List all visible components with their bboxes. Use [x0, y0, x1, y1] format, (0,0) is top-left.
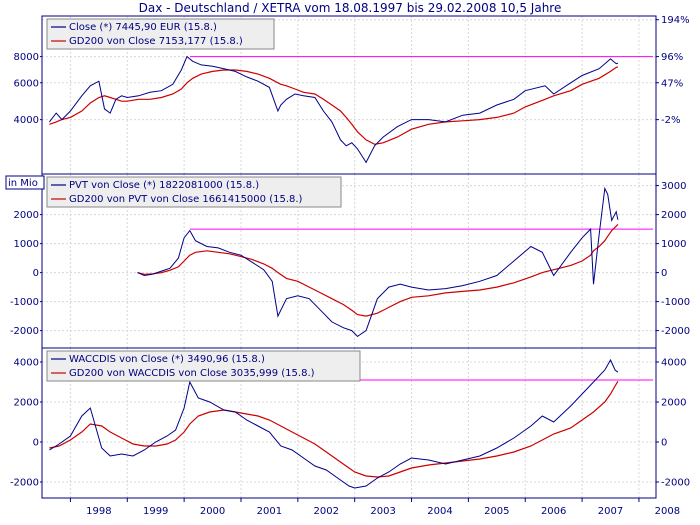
panel-pvt-legend: PVT von Close (*) 1822081000 (15.8.) GD2…	[46, 176, 342, 208]
right-tick-label: 3000	[661, 181, 686, 192]
left-tick-label: 1000	[14, 239, 39, 250]
x-tick-label-2002: 2002	[314, 506, 339, 517]
right-tick-label: 1000	[661, 239, 686, 250]
left-tick-label: 0	[33, 438, 39, 449]
x-tick-label-2005: 2005	[484, 506, 509, 517]
x-axis-labels: 1998 1999 2000 2001 2002 2003 2004 2005 2006 2007…	[69, 498, 680, 517]
legend-gd200-pvt: GD200 von PVT von Close 1661415000 (15.8…	[69, 194, 303, 205]
panel-waccdis: 4000 2000 0 -2000 4000 2000 0 -2000 WACCDIS vo…	[10, 347, 690, 499]
left-tick-label: 2000	[14, 398, 39, 409]
panel-price-gd200-line	[49, 66, 619, 145]
left-tick-label: -1000	[10, 297, 39, 308]
right-tick-label: -2000	[661, 478, 690, 489]
panel-pvt-line	[137, 186, 619, 338]
x-tick-label-2007: 2007	[598, 506, 623, 517]
x-tick-label-2000: 2000	[200, 506, 225, 517]
chart-title: Dax - Deutschland / XETRA vom 18.08.1997…	[139, 1, 562, 15]
legend-gd200-waccdis: GD200 von WACCDIS von Close 3035,999 (15…	[69, 368, 315, 379]
left-tick-label: -2000	[10, 478, 39, 489]
panel-waccdis-left-ticks: 4000 2000 0 -2000	[10, 358, 42, 489]
right-tick-label: 2000	[661, 398, 686, 409]
right-tick-label: 194%	[661, 15, 690, 26]
panel-price-right-ticks: 194% 96% 47% -2%	[656, 15, 690, 126]
panel-pvt: 2000 1000 0 -1000 -2000 3000 2000 1000 0 -1000 -2…	[5, 173, 690, 349]
legend-waccdis: WACCDIS von Close (*) 3490,96 (15.8.)	[69, 354, 265, 365]
x-tick-label-2004: 2004	[427, 506, 452, 517]
x-tick-label-2006: 2006	[541, 506, 566, 517]
panel-pvt-gd200-line	[137, 223, 619, 317]
panel-waccdis-line	[49, 358, 619, 489]
panel-price-close-line	[49, 55, 619, 164]
panel-price-legend: Close (*) 7445,90 EUR (15.8.) GD200 von …	[46, 18, 275, 50]
panel-waccdis-legend: WACCDIS von Close (*) 3490,96 (15.8.) GD…	[46, 350, 361, 382]
x-tick-label-1998: 1998	[86, 506, 111, 517]
left-tick-label: 8000	[14, 52, 39, 63]
legend-close: Close (*) 7445,90 EUR (15.8.)	[69, 22, 217, 33]
x-tick-label-2001: 2001	[257, 506, 282, 517]
right-tick-label: 2000	[661, 210, 686, 221]
legend-pvt: PVT von Close (*) 1822081000 (15.8.)	[69, 180, 259, 191]
panel-waccdis-right-ticks: 4000 2000 0 -2000	[656, 358, 690, 489]
left-tick-label: 0	[33, 268, 39, 279]
panel-pvt-right-ticks: 3000 2000 1000 0 -1000 -2000	[656, 181, 690, 337]
panel-waccdis-frame	[41, 347, 657, 499]
left-tick-label: 4000	[14, 358, 39, 369]
x-tick-label-1999: 1999	[143, 506, 168, 517]
right-tick-label: 96%	[661, 52, 683, 63]
right-tick-label: -1000	[661, 297, 690, 308]
left-tick-label: 6000	[14, 78, 39, 89]
left-tick-label: 4000	[14, 115, 39, 126]
panel-pvt-left-ticks: 2000 1000 0 -1000 -2000	[10, 210, 42, 337]
x-tick-label-2003: 2003	[370, 506, 395, 517]
left-tick-label: -2000	[10, 326, 39, 337]
panel-pvt-unit-label: in Mio	[8, 178, 38, 189]
panel-price: 8000 6000 4000 194% 96% 47% -2% Close (*) 744…	[14, 15, 690, 175]
right-tick-label: 47%	[661, 78, 683, 89]
legend-gd200-close: GD200 von Close 7153,177 (15.8.)	[69, 36, 243, 47]
right-tick-label: 0	[661, 438, 667, 449]
panel-waccdis-gd200-line	[49, 380, 619, 478]
right-tick-label: -2%	[661, 115, 680, 126]
right-tick-label: -2000	[661, 326, 690, 337]
x-tick-label-2008: 2008	[655, 506, 680, 517]
right-tick-label: 0	[661, 268, 667, 279]
panel-price-left-ticks: 8000 6000 4000	[14, 52, 42, 126]
left-tick-label: 2000	[14, 210, 39, 221]
right-tick-label: 4000	[661, 358, 686, 369]
